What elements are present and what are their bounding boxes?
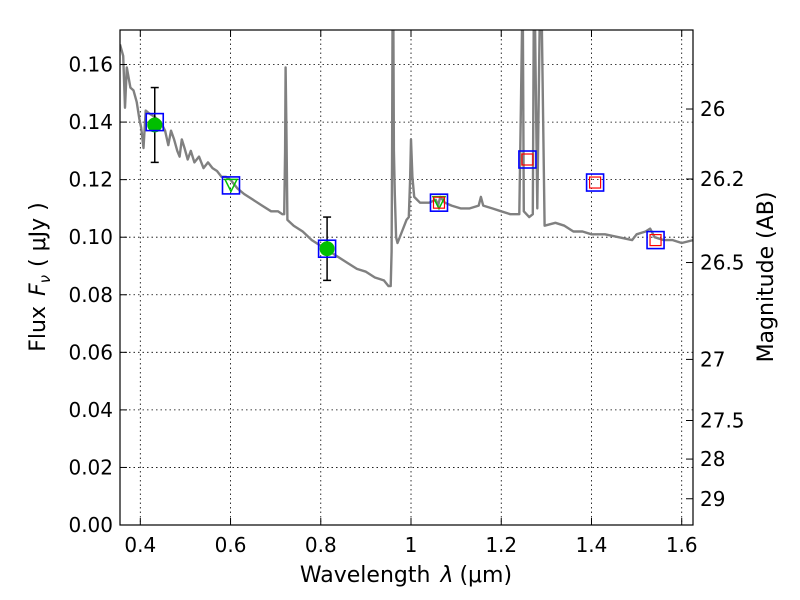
y2-tick-label: 29 (700, 487, 725, 511)
y2-tick-label: 27 (700, 347, 725, 371)
x-tick-label: 0.6 (215, 533, 247, 557)
y-tick-label: 0.08 (68, 283, 113, 307)
y2-tick-label: 27.5 (700, 409, 745, 433)
plot-frame (119, 29, 694, 526)
y-tick-label: 0.04 (68, 398, 113, 422)
model-box (646, 230, 665, 250)
model-box (221, 176, 241, 195)
y2-axis-label: Magnitude (AB) (754, 192, 779, 363)
x-axis-ticks: 0.4 0.6 0.8 1 1.2 1.4 1.6 (124, 30, 698, 557)
model-box (429, 193, 449, 212)
plot-background (120, 30, 693, 525)
model-box-inner (521, 153, 534, 166)
measured-point (147, 117, 163, 133)
y-tick-label: 0.00 (68, 513, 113, 537)
model-box (145, 112, 165, 132)
y2-tick-label: 26.5 (700, 251, 745, 275)
data-points (145, 86, 665, 282)
y-tick-label: 0.06 (68, 340, 113, 364)
x-tick-label: 1.6 (666, 533, 698, 557)
x-tick-label: 1 (405, 533, 418, 557)
y-tick-label: 0.12 (68, 168, 113, 192)
model-box-inner (649, 233, 662, 247)
y2-axis-ticks: 26 26.2 26.5 27 27.5 28 29 (686, 97, 745, 511)
model-box (518, 150, 537, 169)
x-tick-label: 0.8 (305, 533, 337, 557)
y-tick-label: 0.14 (68, 110, 113, 134)
y-tick-label: 0.16 (68, 53, 113, 77)
model-box (317, 239, 337, 259)
y-tick-label: 0.10 (68, 225, 113, 249)
y-tick-label: 0.02 (68, 455, 113, 479)
y2-tick-label: 28 (700, 447, 725, 471)
model-box-inner (432, 196, 446, 209)
model-box (585, 173, 605, 192)
x-axis-label: Wavelength λ (μm) (300, 563, 512, 588)
model-spectrum-line (120, 30, 693, 288)
model-spectrum (120, 30, 693, 288)
y2-tick-label: 26 (700, 97, 725, 121)
measured-point (319, 241, 335, 257)
x-tick-label: 0.4 (124, 533, 156, 557)
y2-tick-label: 26.2 (700, 167, 745, 191)
y-axis-ticks: 0.00 0.02 0.04 0.06 0.08 0.10 0.12 0.14 0.16 (68, 53, 127, 537)
x-tick-label: 1.4 (576, 533, 608, 557)
model-box-inner (588, 176, 602, 189)
triangle-marker (223, 178, 239, 194)
y-axis-label: FluxFν( μJy ) (26, 202, 54, 351)
x-tick-label: 1.2 (485, 533, 517, 557)
